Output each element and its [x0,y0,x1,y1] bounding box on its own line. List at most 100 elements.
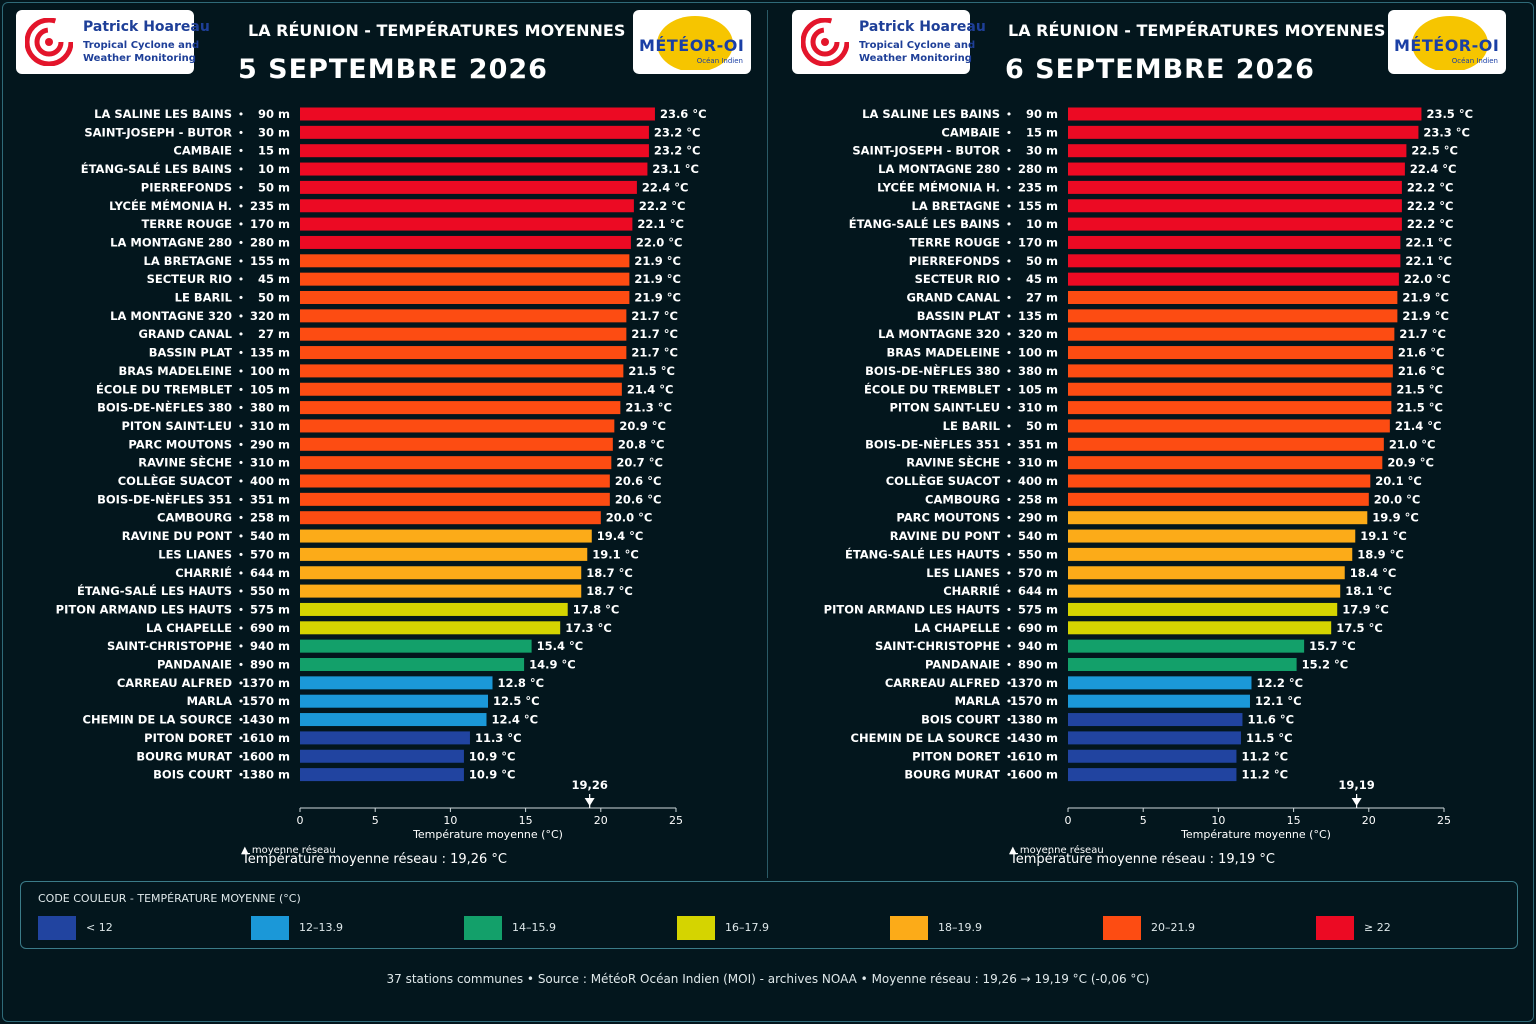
temperature-bar [300,272,630,286]
station-name: BOIS-DE-NÈFLES 380 [97,400,232,415]
bar-value-label: 23.5 °C [1426,107,1473,121]
separator-dot: • [238,347,245,360]
bar-value-label: 12.2 °C [1256,676,1303,690]
separator-dot: • [1006,475,1013,488]
separator-dot: • [238,493,245,506]
station-name: COLLÈGE SUACOT [118,473,232,488]
station-altitude: 1570 m [1010,694,1058,708]
station-altitude: 135 m [1018,309,1058,323]
bar-value-label: 21.4 °C [627,382,674,396]
temperature-bar [300,235,631,249]
station-name: CHARRIÉ [943,583,1000,598]
separator-dot: • [1006,163,1013,176]
station-altitude: 280 m [250,235,290,249]
bar-value-label: 21.3 °C [625,401,672,415]
station-name: RAVINE SÈCHE [138,455,232,470]
separator-dot: • [1006,181,1013,194]
separator-dot: • [238,548,245,561]
bar-value-label: 17.8 °C [573,602,620,616]
bar-value-label: 21.5 °C [1396,401,1443,415]
station-name: PITON DORET [144,731,232,745]
separator-dot: • [1006,622,1013,635]
station-name: CARREAU ALFRED [885,676,1000,690]
patrick-hoareau-logo: Patrick Hoareau Tropical Cyclone and Wea… [16,10,210,74]
station-name: PITON SAINT-LEU [890,401,1001,415]
sun-icon [1412,16,1488,70]
bar-value-label: 23.2 °C [654,125,701,139]
temperature-bar [300,254,630,268]
station-altitude: 27 m [258,327,290,341]
separator-dot: • [1006,769,1013,782]
temperature-bar [1068,364,1393,378]
bar-value-label: 22.4 °C [1410,162,1457,176]
bar-value-label: 11.2 °C [1241,749,1288,763]
separator-dot: • [238,457,245,470]
x-axis-label: Température moyenne (°C) [1180,828,1331,841]
station-altitude: 310 m [1018,401,1058,415]
bar-value-label: 10.9 °C [469,749,516,763]
separator-dot: • [238,383,245,396]
station-name: CAMBAIE [941,125,1000,139]
mean-marker-arrow [584,798,595,806]
separator-dot: • [238,714,245,727]
bar-value-label: 22.0 °C [636,235,683,249]
separator-dot: • [238,181,245,194]
station-altitude: 50 m [1026,254,1058,268]
separator-dot: • [238,218,245,231]
station-name: SAINT-CHRISTOPHE [107,639,232,653]
station-altitude: 10 m [258,162,290,176]
temperature-chart-left: LA SALINE LES BAINS • 90 m 23.6 °C SAINT-JOS… [56,107,707,867]
temperature-bar [300,346,627,360]
bar-value-label: 17.3 °C [565,621,612,635]
meteor-oi-logo: MÉTÉOR-OI Océan Indien [633,10,751,74]
separator-dot: • [238,475,245,488]
bar-value-label: 12.8 °C [498,676,545,690]
bar-value-label: 22.2 °C [1407,180,1454,194]
mean-network-text: Température moyenne réseau : 19,26 °C [241,852,507,867]
separator-dot: • [1006,310,1013,323]
temperature-bar [300,401,621,415]
bar-value-label: 19.9 °C [1372,511,1419,525]
station-name: LYCÉE MÉMONIA H. [109,198,232,213]
logo-line-1: Patrick Hoareau [859,19,986,35]
temperature-bar [300,180,637,194]
legend-swatch [38,916,76,940]
station-altitude: 351 m [250,492,290,506]
separator-dot: • [1006,438,1013,451]
station-name: RAVINE DU PONT [890,529,1000,543]
station-altitude: 105 m [250,382,290,396]
station-name: LA SALINE LES BAINS [862,107,1000,121]
temperature-bar [300,768,464,782]
bar-value-label: 15.4 °C [537,639,584,653]
separator-dot: • [238,438,245,451]
temperature-bar [1068,694,1250,708]
bar-value-label: 21.7 °C [1399,327,1446,341]
legend-label: < 12 [86,921,113,934]
bar-value-label: 21.7 °C [631,309,678,323]
station-name: LYCÉE MÉMONIA H. [877,179,1000,194]
temperature-bar [1068,162,1405,176]
station-altitude: 890 m [1018,658,1058,672]
bar-value-label: 22.2 °C [639,199,686,213]
bar-value-label: 22.1 °C [1405,235,1452,249]
separator-dot: • [238,750,245,763]
temperature-bar [300,529,592,543]
temperature-bar [1068,492,1369,506]
station-name: TERRE ROUGE [141,217,232,231]
legend-swatch [251,916,289,940]
temperature-bar [300,217,633,231]
separator-dot: • [238,512,245,525]
station-name: PIERREFONDS [909,254,1000,268]
temperature-bar [1068,713,1243,727]
separator-dot: • [238,126,245,139]
station-name: LA MONTAGNE 320 [110,309,232,323]
temperature-bar [1068,144,1407,158]
station-altitude: 27 m [1026,291,1058,305]
station-name: PITON SAINT-LEU [122,419,233,433]
temperature-bar [1068,272,1399,286]
temperature-bar [1068,199,1402,213]
temperature-bar [300,125,649,139]
x-tick-label: 5 [372,814,379,827]
station-altitude: 290 m [250,437,290,451]
station-name: ÉTANG-SALÉ LES HAUTS [77,583,232,598]
